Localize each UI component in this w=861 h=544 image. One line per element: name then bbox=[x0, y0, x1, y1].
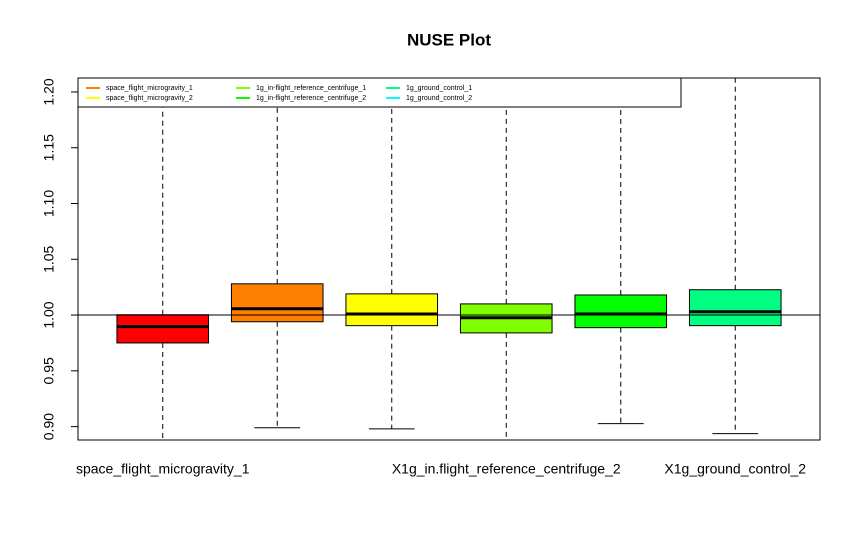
y-tick-label: 1.00 bbox=[41, 301, 57, 328]
box bbox=[345, 293, 439, 327]
legend-label: space_flight_microgravity_2 bbox=[106, 95, 193, 102]
box bbox=[574, 294, 668, 329]
y-tick-label: 1.05 bbox=[41, 245, 57, 272]
x-tick-label: X1g_ground_control_2 bbox=[664, 461, 806, 477]
y-tick-label: 0.90 bbox=[41, 413, 57, 440]
y-tick-label: 1.10 bbox=[41, 190, 57, 217]
y-tick-label: 1.15 bbox=[41, 134, 57, 161]
legend-label: 1g_in-flight_reference_centrifuge_2 bbox=[256, 95, 366, 102]
chart-title: NUSE Plot bbox=[407, 30, 491, 49]
legend-label: space_flight_microgravity_1 bbox=[106, 85, 193, 92]
box bbox=[230, 283, 324, 323]
legend-box bbox=[77, 77, 682, 108]
legend-label: 1g_ground_control_2 bbox=[406, 95, 472, 102]
box bbox=[116, 314, 210, 344]
plot-frame bbox=[77, 77, 821, 441]
y-tick-label: 0.95 bbox=[41, 357, 57, 384]
x-tick-label: space_flight_microgravity_1 bbox=[76, 461, 250, 477]
y-tick-label: 1.20 bbox=[41, 78, 57, 105]
box bbox=[688, 289, 782, 327]
plot-area bbox=[78, 78, 820, 440]
x-tick-label: X1g_in.flight_reference_centrifuge_2 bbox=[392, 461, 621, 477]
legend-label: 1g_ground_control_1 bbox=[406, 85, 472, 92]
legend-label: 1g_in-flight_reference_centrifuge_1 bbox=[256, 85, 366, 92]
